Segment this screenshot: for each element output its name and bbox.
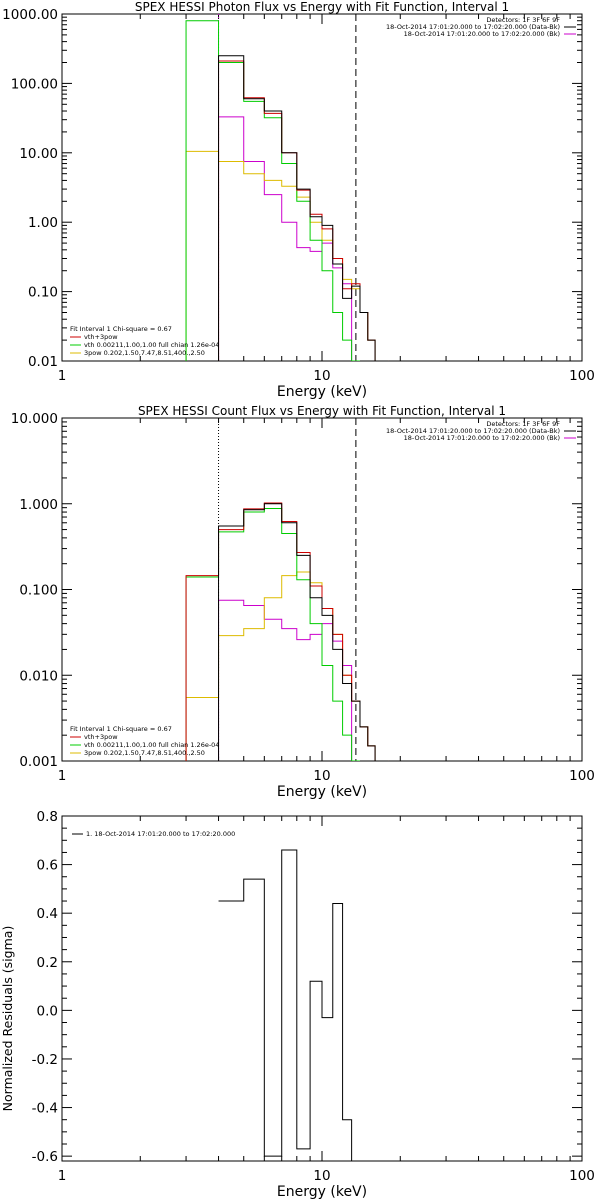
info-text: 18-Oct-2014 17:01:20.000 to 17:02:20.000… bbox=[386, 427, 560, 435]
legend-text: vth+3pow bbox=[84, 733, 118, 741]
info-text: 18-Oct-2014 17:01:20.000 to 17:02:20.000… bbox=[386, 23, 560, 31]
y-tick-label: 0.0 bbox=[37, 1003, 58, 1019]
x-tick-label: 100 bbox=[569, 368, 595, 384]
y-tick-label: 0.8 bbox=[37, 809, 58, 825]
series-vth-3pow bbox=[185, 502, 389, 761]
legend-text: vth 0.00211,1.00,1.00 full chian 1.26e-0… bbox=[84, 341, 219, 349]
x-tick-label: 10 bbox=[313, 768, 330, 784]
legend-text: vth+3pow bbox=[84, 333, 118, 341]
x-tick-label: 100 bbox=[569, 1168, 595, 1184]
y-tick-label: 0.4 bbox=[37, 906, 58, 922]
y-tick-label: 10.000 bbox=[11, 411, 58, 427]
y-tick-label: 1.000 bbox=[19, 497, 58, 513]
x-tick-label: 1 bbox=[58, 368, 67, 384]
y-tick-label: -0.6 bbox=[32, 1149, 58, 1165]
y-tick-label: 10.00 bbox=[19, 146, 58, 162]
chart-title: SPEX HESSI Count Flux vs Energy with Fit… bbox=[138, 404, 506, 418]
x-tick-label: 1 bbox=[58, 768, 67, 784]
info-text: 18-Oct-2014 17:01:20.000 to 17:02:20.000… bbox=[404, 30, 560, 38]
series-bk bbox=[218, 599, 353, 761]
x-tick-label: 10 bbox=[313, 1168, 330, 1184]
x-axis-label: Energy (keV) bbox=[277, 784, 367, 800]
photon-flux-panel: SPEX HESSI Photon Flux vs Energy with Fi… bbox=[2, 0, 595, 400]
series-vth-3pow bbox=[218, 60, 389, 361]
legend-text: vth 0.00211,1.00,1.00 full chian 1.26e-0… bbox=[84, 741, 219, 749]
y-tick-label: 0.001 bbox=[19, 754, 58, 770]
series-3pow bbox=[185, 150, 389, 361]
chart-title: SPEX HESSI Photon Flux vs Energy with Fi… bbox=[135, 0, 509, 14]
legend-text: 3pow 0.202,1.50,7.47,8.51,400.,2.50 bbox=[84, 349, 205, 357]
x-axis-label: Energy (keV) bbox=[277, 384, 367, 400]
series-vth bbox=[185, 20, 360, 361]
y-tick-label: 1.00 bbox=[28, 215, 58, 231]
legend-text: 1. 18-Oct-2014 17:01:20.000 to 17:02:20.… bbox=[86, 830, 235, 838]
x-tick-label: 1 bbox=[58, 1168, 67, 1184]
y-tick-label: 1000.00 bbox=[2, 7, 58, 23]
x-tick-label: 100 bbox=[569, 768, 595, 784]
y-tick-label: 100.00 bbox=[11, 76, 58, 92]
count-flux-panel: SPEX HESSI Count Flux vs Energy with Fit… bbox=[11, 404, 595, 800]
x-tick-label: 10 bbox=[313, 368, 330, 384]
y-tick-label: -0.4 bbox=[32, 1101, 58, 1117]
y-tick-label: 0.010 bbox=[19, 668, 58, 684]
y-tick-label: 0.6 bbox=[37, 858, 58, 874]
y-tick-label: -0.2 bbox=[32, 1052, 58, 1068]
info-text: 18-Oct-2014 17:01:20.000 to 17:02:20.000… bbox=[404, 434, 560, 442]
series-1-18-oct-2014-17-01-20-000-to-17-02-20-000 bbox=[218, 849, 360, 1161]
y-tick-label: 0.01 bbox=[28, 354, 58, 370]
info-text: Detectors: 1F 3F 6F 9F bbox=[486, 420, 560, 428]
y-tick-label: 0.2 bbox=[37, 955, 58, 971]
legend-text: 3pow 0.202,1.50,7.47,8.51,400.,2.50 bbox=[84, 749, 205, 757]
residuals-panel: 1 10 100 Energy (keV) -0.6 -0.4 -0.2 0.0 0.2 0.4 0… bbox=[0, 809, 595, 1200]
y-tick-label: 0.10 bbox=[28, 285, 58, 301]
legend-text: Fit Interval 1 Chi-square = 0.67 bbox=[70, 325, 172, 333]
info-text: Detectors: 1F 3F 6F 9F bbox=[486, 16, 560, 24]
series-bk bbox=[218, 116, 353, 361]
series-3pow bbox=[185, 571, 389, 761]
series-data-bk bbox=[218, 503, 389, 761]
x-axis-label: Energy (keV) bbox=[277, 1184, 367, 1200]
legend-text: Fit Interval 1 Chi-square = 0.67 bbox=[70, 725, 172, 733]
y-axis-label: Normalized Residuals (sigma) bbox=[0, 926, 15, 1112]
series-data-bk bbox=[218, 55, 389, 361]
plot-frame bbox=[61, 13, 583, 362]
series-vth bbox=[185, 508, 360, 761]
y-tick-label: 0.100 bbox=[19, 583, 58, 599]
